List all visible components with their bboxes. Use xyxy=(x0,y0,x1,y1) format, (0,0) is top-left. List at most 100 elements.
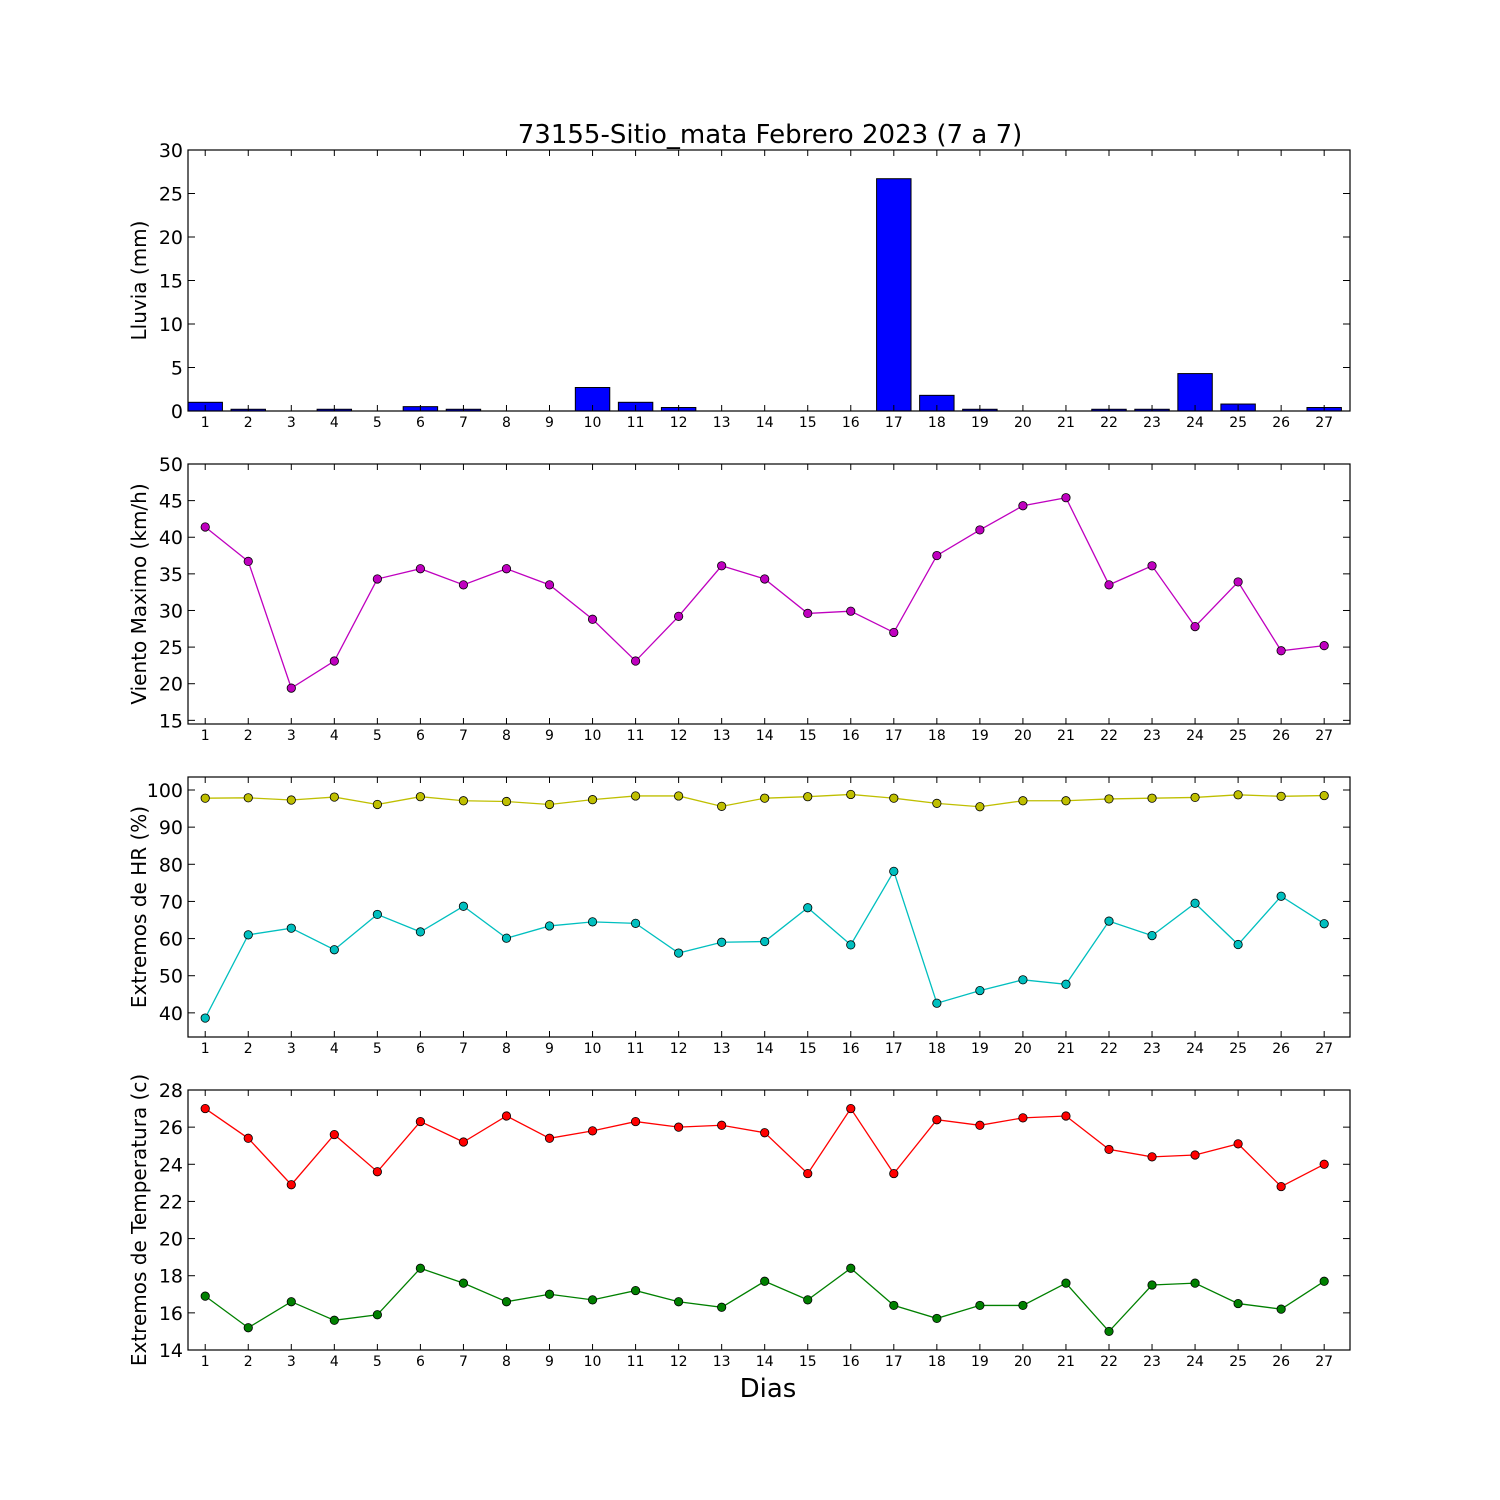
data-point-s1-day-6 xyxy=(415,927,425,937)
data-point-s0-day-7 xyxy=(458,1137,469,1147)
x-tick-label: 27 xyxy=(1315,415,1333,431)
x-tick-label: 9 xyxy=(545,728,554,744)
x-tick-label: 8 xyxy=(502,415,511,431)
x-tick-label: 16 xyxy=(842,1041,860,1057)
x-tick-label: 18 xyxy=(928,728,946,744)
x-tick-label: 5 xyxy=(373,415,382,431)
data-point-s0-day-3 xyxy=(286,683,296,693)
y-tick-label: 5 xyxy=(171,358,183,380)
x-tick-label: 13 xyxy=(713,728,731,744)
axes-frame xyxy=(187,776,1351,1038)
data-point-s0-day-22 xyxy=(1104,580,1114,590)
data-point-s1-day-27 xyxy=(1319,919,1329,929)
data-point-s1-day-26 xyxy=(1276,1304,1286,1314)
data-point-s1-day-12 xyxy=(674,1297,684,1307)
data-point-s0-day-15 xyxy=(803,792,813,802)
x-tick-label: 24 xyxy=(1186,728,1204,744)
x-tick-label: 22 xyxy=(1100,1354,1118,1370)
data-point-s1-day-11 xyxy=(630,918,641,928)
x-tick-label: 23 xyxy=(1143,415,1161,431)
x-tick-label: 21 xyxy=(1057,728,1075,744)
x-tick-label: 23 xyxy=(1143,1354,1161,1370)
x-tick-label: 22 xyxy=(1100,1041,1118,1057)
data-point-s1-day-15 xyxy=(803,1295,813,1305)
x-tick-label: 11 xyxy=(627,728,645,744)
y-tick-label: 25 xyxy=(159,184,183,206)
x-tick-label: 26 xyxy=(1272,728,1290,744)
data-point-s1-day-3 xyxy=(286,923,296,933)
data-point-s0-day-17 xyxy=(889,1168,899,1179)
data-point-s0-day-26 xyxy=(1276,1181,1286,1192)
x-tick-label: 19 xyxy=(971,728,989,744)
data-point-s0-day-21 xyxy=(1061,493,1071,503)
x-tick-label: 8 xyxy=(502,728,511,744)
data-point-s1-day-13 xyxy=(717,937,727,947)
y-tick-label: 15 xyxy=(159,271,183,293)
data-point-s1-day-22 xyxy=(1104,916,1114,926)
data-point-s1-day-11 xyxy=(630,1285,641,1296)
data-point-s1-day-18 xyxy=(932,1313,942,1324)
data-point-s0-day-17 xyxy=(889,793,899,803)
data-point-s0-day-18 xyxy=(932,550,942,561)
y-tick-label: 40 xyxy=(159,527,183,549)
x-tick-label: 19 xyxy=(971,1041,989,1057)
x-tick-label: 8 xyxy=(502,1041,511,1057)
data-point-s0-day-23 xyxy=(1147,793,1157,803)
x-tick-label: 7 xyxy=(459,1354,468,1370)
y-tick-label: 50 xyxy=(159,454,183,476)
x-tick-label: 13 xyxy=(713,415,731,431)
x-tick-label: 10 xyxy=(584,415,602,431)
x-tick-label: 27 xyxy=(1315,1041,1333,1057)
data-point-s0-day-12 xyxy=(674,791,684,801)
data-point-s0-day-22 xyxy=(1104,794,1114,804)
data-point-s0-day-12 xyxy=(674,611,684,621)
y-tick-label: 22 xyxy=(159,1191,183,1213)
data-point-s1-day-13 xyxy=(717,1302,727,1312)
data-point-s1-day-15 xyxy=(803,903,813,913)
x-tick-label: 6 xyxy=(416,415,425,431)
y-tick-label: 100 xyxy=(147,780,183,802)
data-point-s0-day-11 xyxy=(630,656,641,666)
data-point-s0-day-16 xyxy=(846,606,856,616)
x-tick-label: 11 xyxy=(627,1354,645,1370)
figure-title: 73155-Sitio_mata Febrero 2023 (7 a 7) xyxy=(518,120,1023,150)
x-tick-label: 5 xyxy=(373,1041,382,1057)
data-point-s0-day-21 xyxy=(1061,796,1071,806)
data-point-s0-day-7 xyxy=(458,796,469,806)
x-tick-label: 2 xyxy=(244,1041,253,1057)
x-tick-label: 24 xyxy=(1186,1354,1204,1370)
data-point-s0-day-10 xyxy=(587,795,598,805)
x-tick-label: 13 xyxy=(713,1354,731,1370)
data-point-s0-day-2 xyxy=(243,793,253,803)
x-tick-label: 5 xyxy=(373,728,382,744)
data-point-s0-day-23 xyxy=(1147,1152,1157,1162)
x-tick-label: 9 xyxy=(545,415,554,431)
data-point-s0-day-16 xyxy=(846,1103,856,1114)
data-point-s0-day-20 xyxy=(1018,796,1028,806)
data-point-s0-day-2 xyxy=(243,556,253,567)
data-point-s0-day-11 xyxy=(630,1116,641,1127)
data-point-s0-day-20 xyxy=(1018,1113,1028,1123)
data-point-s1-day-24 xyxy=(1190,1278,1200,1288)
y-tick-label: 50 xyxy=(159,966,183,988)
data-point-s0-day-6 xyxy=(415,564,425,574)
data-point-s1-day-2 xyxy=(243,1323,253,1333)
data-point-s0-day-8 xyxy=(501,1111,512,1121)
data-point-s1-day-19 xyxy=(975,1300,985,1311)
data-point-s0-day-18 xyxy=(932,798,942,808)
y-tick-label: 20 xyxy=(159,1229,183,1251)
data-point-s1-day-3 xyxy=(286,1297,296,1307)
y-tick-label: 15 xyxy=(159,710,183,732)
y-tick-label: 60 xyxy=(159,929,183,951)
data-point-s1-day-18 xyxy=(932,998,942,1008)
x-tick-label: 21 xyxy=(1057,415,1075,431)
x-tick-label: 26 xyxy=(1272,1354,1290,1370)
data-point-s0-day-4 xyxy=(329,1129,339,1140)
data-point-s0-day-27 xyxy=(1319,641,1329,651)
data-point-s0-day-1 xyxy=(200,793,210,803)
data-point-s0-day-10 xyxy=(587,614,598,624)
y-tick-label: 28 xyxy=(159,1080,183,1102)
